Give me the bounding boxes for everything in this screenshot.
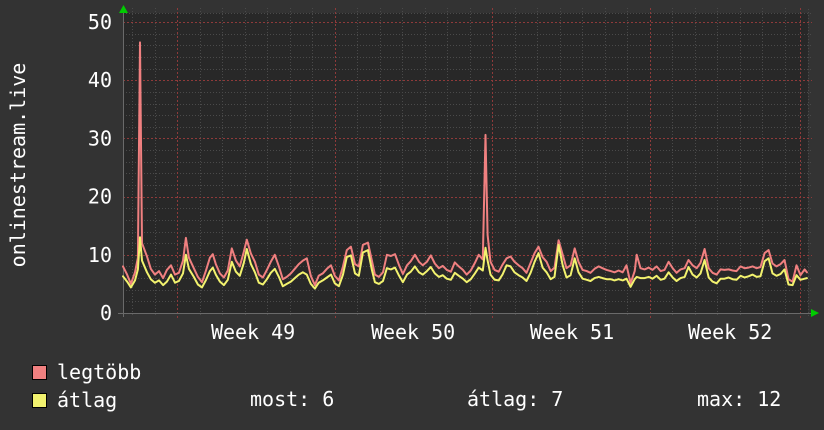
x-axis-arrow-icon: [811, 309, 819, 317]
legend-item-legtobb: legtöbb: [32, 362, 141, 383]
legend-label-atlag: átlag: [57, 388, 118, 412]
y-tick-label: 0: [100, 301, 112, 325]
y-tick-label: 20: [88, 185, 112, 209]
legend-label-legtobb: legtöbb: [57, 360, 142, 384]
legend-swatch-legtobb: [32, 365, 47, 380]
stat-atlag: átlag: 7: [467, 387, 564, 411]
x-tick-label: Week 49: [211, 320, 295, 344]
y-axis-arrow-icon: [119, 5, 128, 13]
y-tick-label: 30: [88, 126, 112, 150]
y-tick-label: 40: [88, 68, 112, 92]
stat-max: max: 12: [697, 387, 782, 411]
y-tick-label: 50: [88, 10, 112, 34]
x-tick-label: Week 50: [371, 320, 455, 344]
legend-item-atlag: átlag: [32, 390, 117, 411]
series-line-atlag: [122, 236, 808, 290]
x-tick-label: Week 52: [688, 320, 772, 344]
x-tick-label: Week 51: [530, 320, 614, 344]
legend-swatch-atlag: [32, 393, 47, 408]
y-tick-label: 10: [88, 243, 112, 267]
series-line-legtobb: [122, 41, 808, 287]
stat-most: most: 6: [250, 387, 335, 411]
